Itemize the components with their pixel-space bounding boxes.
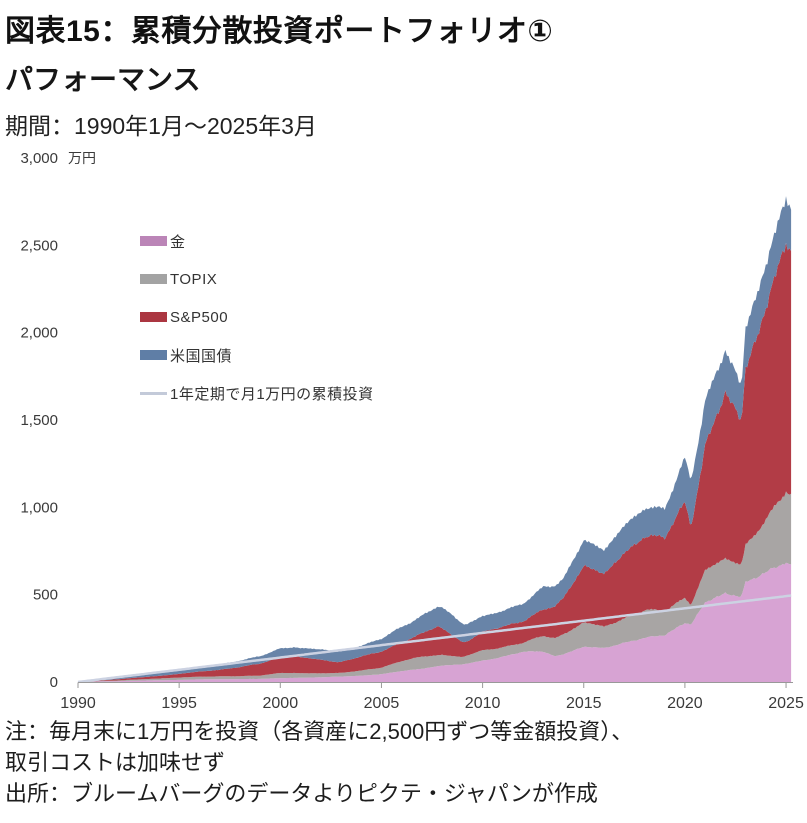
x-tick-label: 1995 bbox=[161, 695, 197, 712]
y-tick-label: 2,000 bbox=[20, 325, 58, 342]
legend-item-topix: TOPIX bbox=[140, 260, 374, 298]
area-gold bbox=[78, 562, 792, 682]
x-tick-label: 2020 bbox=[667, 695, 703, 712]
y-tick-label: 1,500 bbox=[20, 412, 58, 429]
chart-subtitle: パフォーマンス bbox=[5, 64, 201, 95]
y-tick-label: 1,000 bbox=[20, 499, 58, 516]
area-sp500 bbox=[78, 242, 792, 683]
legend-swatch-ust-icon bbox=[140, 350, 167, 360]
source-line: 出所：ブルームバーグのデータよりピクテ・ジャパンが作成 bbox=[5, 781, 598, 806]
legend-item-gold: 金 bbox=[140, 222, 374, 260]
line-deposit bbox=[77, 594, 792, 684]
y-tick-label: 500 bbox=[33, 587, 58, 604]
legend-item-sp500: S&P500 bbox=[140, 298, 374, 336]
y-axis-unit-label: 万円 bbox=[68, 150, 96, 166]
chart-legend: 金 TOPIX S&P500 米国国債 1年定期で月1万円の累積投資 bbox=[140, 222, 374, 412]
y-tick-label: 2,500 bbox=[20, 237, 58, 254]
note-line-2: 取引コストは加味せず bbox=[5, 750, 226, 775]
area-topix bbox=[78, 491, 792, 682]
note-line-1: 注：毎月末に1万円を投資（各資産に2,500円ずつ等金額投資）、 bbox=[5, 719, 634, 744]
chart-area: 1990 1995 2000 2005 2010 2015 2020 2025 0 500 1,00… bbox=[0, 145, 807, 720]
legend-label-deposit: 1年定期で月1万円の累積投資 bbox=[170, 385, 374, 403]
x-tick-label: 2005 bbox=[364, 695, 400, 712]
legend-swatch-topix-icon bbox=[140, 274, 167, 284]
legend-swatch-sp500-icon bbox=[140, 312, 167, 322]
chart-canvas: 1990 1995 2000 2005 2010 2015 2020 2025 0 500 1,00… bbox=[20, 150, 804, 712]
period-label: 期間：1990年1月～2025年3月 bbox=[5, 113, 317, 139]
legend-swatch-deposit-icon bbox=[140, 391, 167, 395]
legend-swatch-gold-icon bbox=[140, 236, 167, 246]
page-title: 図表15：累積分散投資ポートフォリオ① bbox=[5, 15, 554, 48]
legend-label-topix: TOPIX bbox=[170, 270, 218, 288]
legend-label-sp500: S&P500 bbox=[170, 308, 229, 326]
x-tick-label: 2025 bbox=[768, 695, 804, 712]
x-tick-label: 2015 bbox=[566, 695, 602, 712]
legend-item-deposit: 1年定期で月1万円の累積投資 bbox=[140, 374, 374, 412]
legend-label-gold: 金 bbox=[170, 233, 186, 251]
legend-label-ust: 米国国債 bbox=[170, 347, 233, 365]
y-tick-label: 3,000 bbox=[20, 150, 58, 167]
footnotes: 注：毎月末に1万円を投資（各資産に2,500円ずつ等金額投資）、 取引コストは加… bbox=[5, 716, 633, 809]
x-tick-label: 2000 bbox=[263, 695, 299, 712]
x-tick-label: 1990 bbox=[60, 695, 96, 712]
area-ust bbox=[78, 196, 792, 682]
x-tick-label: 2010 bbox=[465, 695, 501, 712]
legend-item-ust: 米国国債 bbox=[140, 336, 374, 374]
y-tick-label: 0 bbox=[50, 674, 58, 691]
